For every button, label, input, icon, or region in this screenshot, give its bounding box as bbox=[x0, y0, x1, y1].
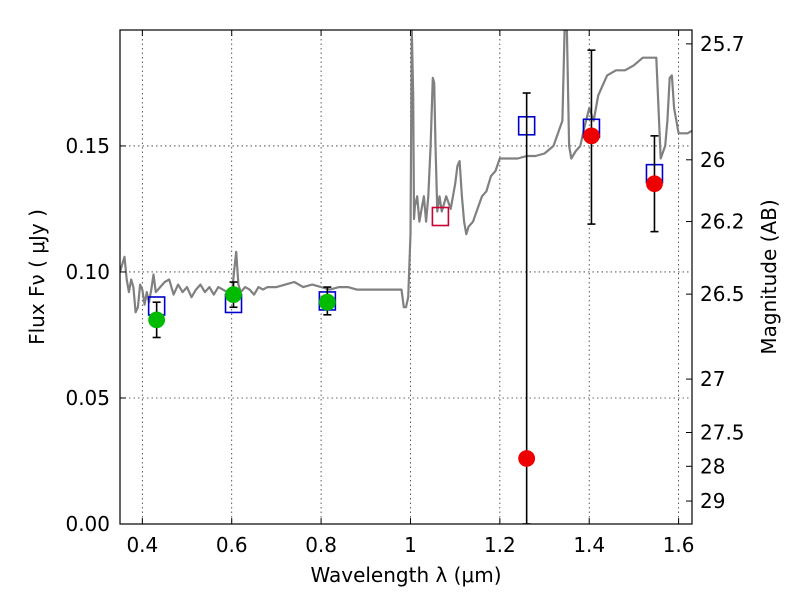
y-tick-label: 0.05 bbox=[65, 386, 110, 410]
x-tick-label: 1.6 bbox=[663, 533, 695, 557]
x-tick-label: 1.4 bbox=[573, 533, 605, 557]
y2-tick-label: 27.5 bbox=[700, 421, 745, 445]
y-tick-label: 0.15 bbox=[65, 134, 110, 158]
y2-tick-label: 27 bbox=[700, 367, 725, 391]
y2-tick-label: 26.5 bbox=[700, 282, 745, 306]
x-tick-label: 1 bbox=[404, 533, 417, 557]
y2-tick-label: 29 bbox=[700, 489, 725, 513]
x-axis-title: Wavelength λ (μm) bbox=[310, 563, 501, 587]
y-tick-label: 0.00 bbox=[65, 512, 110, 536]
observed-flux-point bbox=[518, 450, 536, 467]
data-layer bbox=[120, 30, 692, 524]
x-tick-label: 1.2 bbox=[484, 533, 516, 557]
plot-frame bbox=[119, 29, 693, 525]
y2-tick-label: 26 bbox=[700, 148, 725, 172]
y2-tick-label: 28 bbox=[700, 454, 725, 478]
x-tick-label: 0.6 bbox=[216, 533, 248, 557]
x-tick-label: 0.8 bbox=[305, 533, 337, 557]
observed-flux-point bbox=[148, 311, 166, 329]
observed-flux-point bbox=[583, 127, 600, 145]
y2-tick-label: 25.7 bbox=[700, 32, 745, 56]
axes: 0.4 0.6 0.8 1 1.2 1.4 1.6 0.00 0.05 0.10 0.15 25.7 2… bbox=[65, 30, 745, 557]
observed-flux-point bbox=[225, 286, 242, 304]
model-square-point bbox=[431, 206, 450, 227]
y-axis-title: Flux Fν ( μJy ) bbox=[25, 209, 49, 345]
observed-flux-point bbox=[318, 293, 336, 311]
plot-background bbox=[120, 30, 692, 524]
y2-tick-label: 26.2 bbox=[700, 210, 745, 234]
y-tick-label: 0.10 bbox=[65, 260, 110, 284]
observed-flux-point bbox=[646, 175, 663, 193]
x-tick-label: 0.4 bbox=[126, 533, 158, 557]
spectrum-line bbox=[120, 30, 692, 314]
y2-axis-title: Magnitude (AB) bbox=[757, 199, 781, 354]
